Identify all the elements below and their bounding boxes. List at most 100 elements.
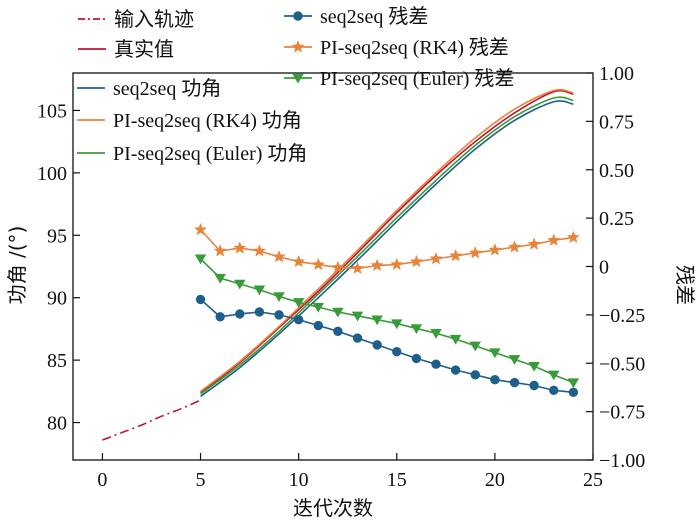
data-point (528, 361, 540, 372)
y-left-tick-label: 105 (37, 100, 67, 122)
data-point (215, 312, 225, 322)
data-point (548, 370, 560, 381)
data-point (449, 248, 463, 262)
legend-marker (293, 11, 303, 21)
data-point (431, 359, 441, 369)
x-tick-label: 5 (196, 469, 206, 491)
data-point (194, 254, 207, 265)
y-left-axis-title: 功角 /(°) (5, 226, 29, 305)
data-point (253, 285, 266, 296)
data-point (371, 315, 383, 326)
legend-entry-pi-seq2seq-rk4-功角: PI-seq2seq (RK4) 功角 (77, 109, 302, 132)
data-point (233, 241, 247, 254)
data-point (468, 246, 482, 259)
y-right-tick-label: −0.50 (599, 353, 645, 375)
data-point (529, 380, 539, 391)
y-right-tick-label: 1.00 (599, 63, 634, 85)
y-right-tick-label: −1.00 (599, 450, 645, 472)
data-point (549, 385, 559, 396)
data-point (489, 348, 501, 359)
data-point (410, 324, 423, 334)
y-left-tick-label: 80 (47, 413, 67, 435)
series-line-seq2seq-功角 (200, 100, 574, 397)
legend-entry-pi-seq2seq-rk4-残差: PI-seq2seq (RK4) 残差 (284, 36, 509, 59)
series-line-输入轨迹 (102, 399, 201, 441)
legend-marker (292, 73, 304, 84)
y-right-tick-label: 0.25 (599, 208, 634, 230)
data-point (254, 307, 265, 317)
legend-label: PI-seq2seq (RK4) 功角 (113, 109, 302, 132)
y-left-tick-label: 90 (47, 288, 67, 310)
data-point (509, 377, 520, 388)
x-tick-label: 20 (485, 469, 505, 491)
legend-entry-真实值: 真实值 (78, 38, 174, 61)
data-point (566, 230, 580, 244)
y-right-tick-label: −0.75 (599, 402, 645, 424)
data-point (568, 387, 579, 397)
data-point (429, 251, 443, 265)
legend-label: PI-seq2seq (RK4) 残差 (320, 36, 509, 59)
data-point (332, 307, 344, 318)
data-point (450, 365, 461, 375)
x-tick-label: 10 (289, 469, 309, 491)
y-left-tick-label: 85 (47, 350, 67, 372)
data-point (490, 374, 500, 385)
data-point (213, 244, 227, 257)
y-right-tick-label: 0.75 (599, 111, 634, 133)
data-point (391, 319, 403, 330)
legend-label: 输入轨迹 (114, 8, 194, 31)
legend-label: PI-seq2seq (Euler) 残差 (320, 67, 514, 90)
x-tick-label: 15 (387, 469, 407, 491)
data-point (352, 333, 363, 343)
data-point (430, 329, 442, 339)
data-point (488, 243, 502, 256)
ticks-layer: 0 5 10 15 20 25 80 85 90 95 100 105 −1.00 −0.75 −0.50 −… (37, 63, 645, 491)
series-line-pi-seq2seq-rk4-残差 (199, 229, 574, 270)
data-point (311, 257, 325, 271)
data-point (333, 326, 343, 337)
data-point (449, 334, 462, 345)
legend-entry-pi-seq2seq-euler-残差: PI-seq2seq (Euler) 残差 (284, 67, 514, 90)
data-point (234, 279, 246, 290)
data-point (273, 292, 285, 303)
data-point (193, 222, 208, 236)
data-point (272, 249, 286, 263)
data-point (195, 294, 206, 305)
y-right-axis-title: 残差 (673, 265, 697, 305)
data-point (292, 298, 305, 308)
y-right-tick-label: −0.25 (599, 305, 645, 327)
series-pi-seq2seq-rk4-功角 (200, 88, 574, 392)
y-right-tick-label: 0.50 (599, 160, 634, 182)
legend-label: 真实值 (114, 38, 174, 61)
data-point (469, 341, 481, 352)
data-point (370, 258, 384, 272)
series-line-pi-seq2seq-rk4-功角 (200, 88, 574, 392)
data-point (392, 346, 402, 357)
data-point (292, 254, 306, 268)
data-point (507, 240, 522, 253)
data-point (411, 353, 422, 364)
data-point (214, 273, 226, 284)
data-point (547, 233, 561, 246)
data-point (331, 260, 345, 274)
series-pi-seq2seq-euler-功角 (200, 96, 574, 395)
y-right-tick-label: 0 (599, 257, 609, 279)
legend-right: seq2seq 残差 PI-seq2seq (RK4) 残差 PI-seq2seq … (284, 5, 514, 90)
legend-label: PI-seq2seq (Euler) 功角 (113, 142, 307, 165)
series-line-真实值 (200, 89, 574, 394)
series-seq2seq-功角 (200, 100, 574, 397)
data-point (313, 320, 323, 331)
data-point (508, 355, 521, 365)
data-point (470, 370, 480, 380)
series-layer (102, 88, 580, 441)
series-真实值 (200, 89, 574, 394)
legend-entry-pi-seq2seq-euler-功角: PI-seq2seq (Euler) 功角 (77, 142, 307, 165)
legend-label: seq2seq 功角 (113, 77, 221, 100)
legend-marker (291, 40, 305, 53)
data-point (527, 237, 541, 250)
data-point (350, 261, 365, 275)
data-point (235, 309, 245, 319)
data-point (252, 244, 266, 257)
